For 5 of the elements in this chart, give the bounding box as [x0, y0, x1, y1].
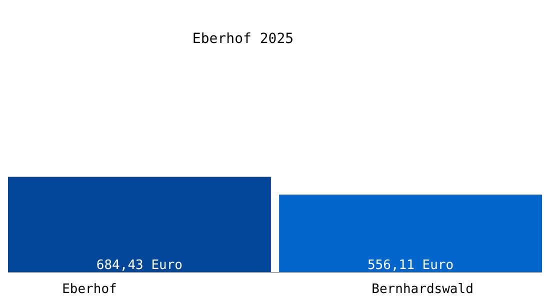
data-label: 684,43 Euro — [96, 258, 183, 273]
x-tick-label: Eberhof — [62, 282, 117, 297]
chart-title: Eberhof 2025 — [192, 31, 294, 47]
data-label: 556,11 Euro — [367, 258, 454, 273]
x-tick-label: Bernhardswald — [372, 282, 474, 297]
